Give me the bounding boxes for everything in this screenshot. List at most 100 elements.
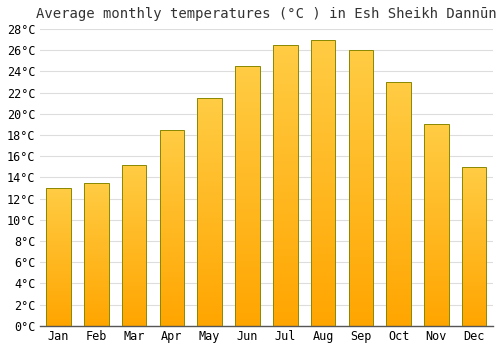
- Bar: [160, 130, 184, 326]
- Bar: [122, 322, 146, 324]
- Bar: [235, 170, 260, 173]
- Bar: [462, 215, 486, 217]
- Bar: [348, 61, 373, 64]
- Bar: [462, 229, 486, 231]
- Bar: [160, 211, 184, 213]
- Bar: [348, 174, 373, 178]
- Bar: [273, 73, 297, 77]
- Bar: [235, 251, 260, 254]
- Bar: [198, 101, 222, 104]
- Bar: [386, 164, 411, 167]
- Bar: [348, 130, 373, 133]
- Bar: [198, 121, 222, 124]
- Bar: [160, 181, 184, 184]
- Bar: [348, 154, 373, 157]
- Bar: [235, 300, 260, 303]
- Bar: [424, 182, 448, 185]
- Bar: [160, 260, 184, 262]
- Bar: [122, 264, 146, 265]
- Bar: [273, 56, 297, 59]
- Bar: [46, 243, 71, 245]
- Bar: [424, 225, 448, 228]
- Bar: [386, 299, 411, 301]
- Bar: [348, 185, 373, 188]
- Bar: [235, 147, 260, 150]
- Bar: [386, 198, 411, 201]
- Bar: [348, 112, 373, 116]
- Bar: [46, 300, 71, 302]
- Bar: [46, 233, 71, 234]
- Bar: [84, 271, 108, 272]
- Bar: [122, 259, 146, 261]
- Bar: [424, 197, 448, 200]
- Bar: [424, 127, 448, 130]
- Bar: [462, 270, 486, 272]
- Bar: [348, 233, 373, 236]
- Bar: [46, 207, 71, 209]
- Bar: [235, 206, 260, 209]
- Bar: [198, 98, 222, 326]
- Bar: [84, 204, 108, 206]
- Bar: [235, 313, 260, 316]
- Bar: [462, 175, 486, 177]
- Bar: [160, 162, 184, 164]
- Bar: [84, 301, 108, 303]
- Bar: [122, 241, 146, 243]
- Bar: [122, 272, 146, 273]
- Bar: [46, 286, 71, 288]
- Bar: [310, 140, 336, 143]
- Bar: [310, 204, 336, 208]
- Bar: [198, 212, 222, 215]
- Bar: [273, 248, 297, 252]
- Bar: [310, 183, 336, 186]
- Bar: [122, 267, 146, 270]
- Bar: [84, 258, 108, 260]
- Bar: [462, 177, 486, 179]
- Bar: [235, 180, 260, 183]
- Bar: [198, 149, 222, 152]
- Bar: [273, 305, 297, 308]
- Bar: [273, 214, 297, 217]
- Bar: [348, 157, 373, 161]
- Bar: [386, 238, 411, 240]
- Bar: [310, 251, 336, 254]
- Bar: [122, 296, 146, 298]
- Title: Average monthly temperatures (°C ) in Esh Sheikh Dannūn: Average monthly temperatures (°C ) in Es…: [36, 7, 496, 21]
- Bar: [348, 250, 373, 253]
- Bar: [273, 291, 297, 294]
- Bar: [462, 316, 486, 318]
- Bar: [348, 50, 373, 326]
- Bar: [84, 247, 108, 249]
- Bar: [198, 223, 222, 226]
- Bar: [310, 215, 336, 218]
- Bar: [122, 265, 146, 267]
- Bar: [122, 288, 146, 290]
- Bar: [310, 265, 336, 269]
- Bar: [198, 272, 222, 275]
- Bar: [273, 172, 297, 175]
- Bar: [198, 104, 222, 106]
- Bar: [310, 322, 336, 326]
- Bar: [424, 298, 448, 301]
- Bar: [160, 198, 184, 201]
- Bar: [235, 238, 260, 242]
- Bar: [386, 158, 411, 161]
- Bar: [122, 209, 146, 211]
- Bar: [46, 234, 71, 236]
- Bar: [386, 250, 411, 253]
- Bar: [46, 197, 71, 198]
- Bar: [462, 231, 486, 232]
- Bar: [310, 276, 336, 279]
- Bar: [273, 206, 297, 210]
- Bar: [348, 161, 373, 164]
- Bar: [462, 223, 486, 224]
- Bar: [424, 321, 448, 323]
- Bar: [386, 143, 411, 146]
- Bar: [348, 278, 373, 281]
- Bar: [46, 195, 71, 197]
- Bar: [424, 313, 448, 316]
- Bar: [386, 146, 411, 149]
- Bar: [198, 189, 222, 192]
- Bar: [84, 283, 108, 285]
- Bar: [46, 322, 71, 324]
